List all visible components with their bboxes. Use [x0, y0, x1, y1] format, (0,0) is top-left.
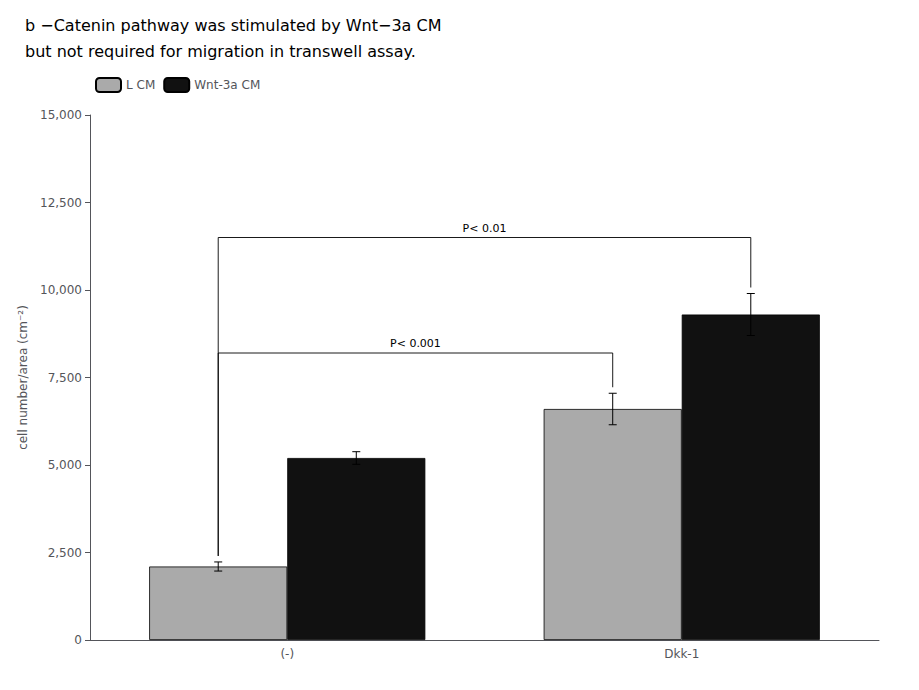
svg-text:Wnt-3a CM: Wnt-3a CM [194, 78, 260, 92]
svg-text:12,500: 12,500 [40, 196, 82, 210]
svg-text:cell number/area (cm⁻²): cell number/area (cm⁻²) [16, 305, 30, 450]
svg-text:Dkk-1: Dkk-1 [664, 647, 699, 661]
svg-text:P< 0.001: P< 0.001 [390, 337, 441, 350]
svg-text:0: 0 [74, 633, 82, 647]
svg-text:2,500: 2,500 [48, 546, 82, 560]
svg-text:but not required for migration: but not required for migration in transw… [25, 42, 416, 61]
svg-text:7,500: 7,500 [48, 371, 82, 385]
svg-text:5,000: 5,000 [48, 458, 82, 472]
svg-text:(-): (-) [280, 647, 294, 661]
svg-text:b −Catenin pathway was stimula: b −Catenin pathway was stimulated by Wnt… [25, 16, 441, 35]
svg-text:10,000: 10,000 [40, 283, 82, 297]
svg-text:P< 0.01: P< 0.01 [463, 222, 507, 235]
svg-text:15,000: 15,000 [40, 108, 82, 122]
svg-text:L CM: L CM [126, 78, 155, 92]
